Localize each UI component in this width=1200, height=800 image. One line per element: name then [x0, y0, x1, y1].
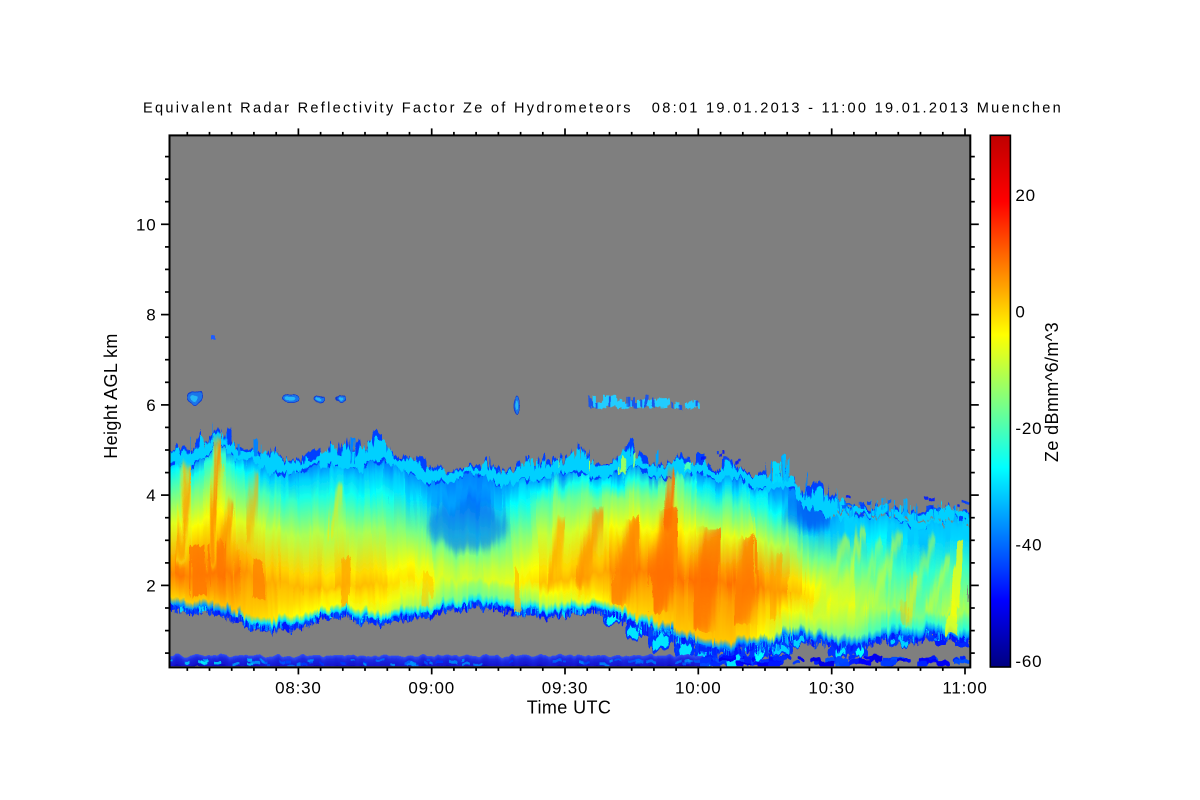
svg-text:10: 10: [136, 215, 157, 234]
svg-text:20: 20: [1015, 186, 1036, 205]
svg-text:08:30: 08:30: [275, 679, 322, 698]
svg-text:Ze dBmm^6/m^3: Ze dBmm^6/m^3: [1042, 322, 1062, 462]
svg-text:09:00: 09:00: [408, 679, 455, 698]
svg-text:-40: -40: [1015, 536, 1042, 555]
svg-text:8: 8: [146, 306, 156, 325]
svg-text:11:00: 11:00: [942, 679, 987, 698]
svg-text:-60: -60: [1015, 652, 1042, 671]
svg-text:4: 4: [146, 486, 156, 505]
svg-text:Equivalent Radar Reflectivity: Equivalent Radar Reflectivity Factor Ze …: [143, 101, 1063, 117]
svg-text:0: 0: [1015, 302, 1025, 321]
svg-text:10:00: 10:00: [675, 679, 722, 698]
svg-text:09:30: 09:30: [542, 679, 589, 698]
svg-text:Height AGL km: Height AGL km: [101, 333, 121, 459]
svg-text:6: 6: [146, 396, 156, 415]
svg-text:2: 2: [146, 576, 156, 595]
svg-text:Time UTC: Time UTC: [527, 698, 612, 718]
svg-text:-20: -20: [1015, 419, 1042, 438]
svg-text:10:30: 10:30: [808, 679, 855, 698]
